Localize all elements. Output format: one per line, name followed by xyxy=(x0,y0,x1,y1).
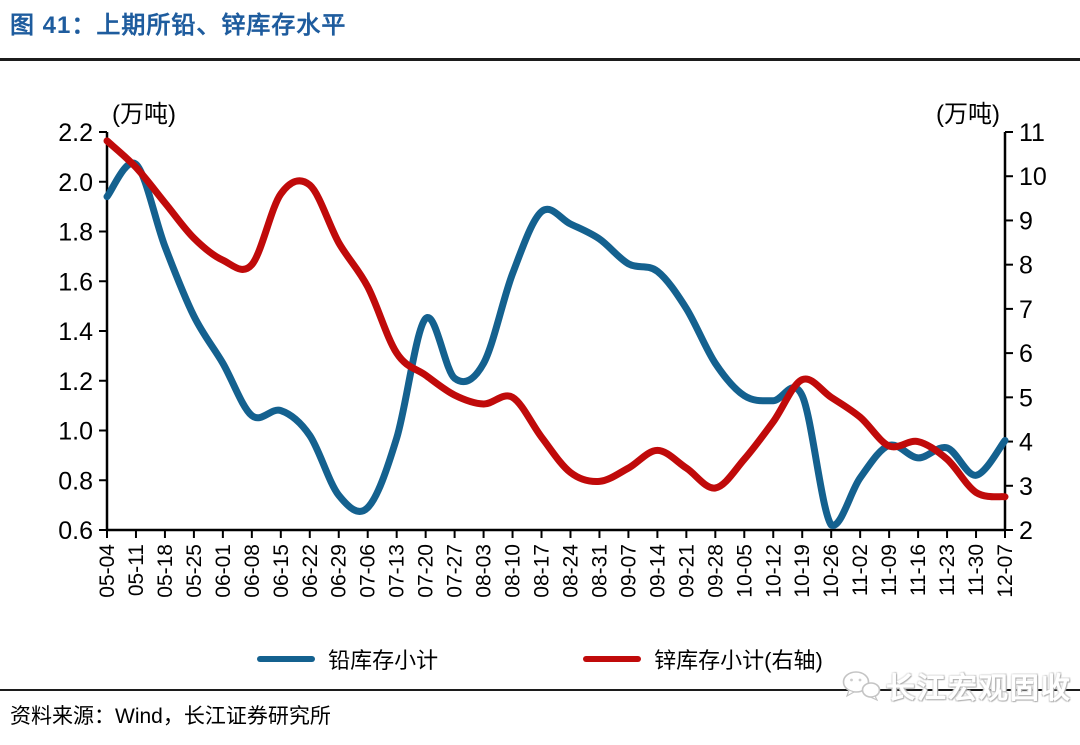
footer-divider xyxy=(0,689,1080,691)
x-axis-tick-label: 11-23 xyxy=(936,544,959,596)
lead-series-swatch xyxy=(257,656,316,662)
x-axis-tick-label: 06-22 xyxy=(299,544,322,598)
x-axis-tick-label: 08-31 xyxy=(588,544,611,598)
y-axis-right-tick-label: 2 xyxy=(1019,517,1033,545)
x-axis-tick-label: 10-05 xyxy=(733,544,756,598)
x-axis-tick-label: 06-29 xyxy=(328,544,351,598)
y-axis-left-tick-label: 1.2 xyxy=(58,368,93,396)
x-axis-tick-label: 05-25 xyxy=(183,544,206,598)
chart-legend: 铅库存小计 锌库存小计(右轴) xyxy=(0,643,1080,675)
y-axis-left-tick-label: 2.0 xyxy=(58,169,93,197)
x-axis-tick-label: 09-14 xyxy=(646,544,669,598)
x-axis-tick-label: 09-28 xyxy=(704,544,727,598)
x-axis-tick-label: 08-10 xyxy=(502,544,525,598)
right-axis-unit: (万吨) xyxy=(936,101,1000,128)
x-axis-tick-label: 07-27 xyxy=(444,544,467,598)
y-axis-right-tick-label: 7 xyxy=(1019,296,1033,324)
x-axis-tick-label: 12-07 xyxy=(994,544,1017,598)
zinc-series-label: 锌库存小计(右轴) xyxy=(654,648,823,673)
y-axis-right-tick-label: 3 xyxy=(1019,473,1033,501)
legend-item-lead: 铅库存小计 xyxy=(257,643,438,675)
y-axis-right-tick-label: 9 xyxy=(1019,207,1033,235)
y-axis-left-tick-label: 2.2 xyxy=(58,119,93,147)
y-axis-right-tick-label: 10 xyxy=(1019,163,1047,191)
x-axis-tick-label: 11-09 xyxy=(878,544,901,596)
lead-series-label: 铅库存小计 xyxy=(328,648,439,673)
x-axis-tick-label: 09-07 xyxy=(617,544,640,598)
y-axis-left-tick-label: 1.6 xyxy=(58,268,93,296)
x-axis-tick-label: 07-20 xyxy=(415,544,438,598)
x-axis-tick-label: 08-24 xyxy=(559,544,582,598)
wechat-icon xyxy=(842,671,881,702)
x-axis-tick-label: 11-02 xyxy=(849,544,872,596)
x-axis-tick-label: 05-04 xyxy=(96,544,119,598)
y-axis-left-tick-label: 0.6 xyxy=(58,517,93,545)
y-axis-left-tick-label: 1.8 xyxy=(58,219,93,247)
x-axis-tick-label: 10-26 xyxy=(820,544,843,598)
x-axis-tick-label: 05-11 xyxy=(125,544,148,596)
y-axis-left-tick-label: 1.4 xyxy=(58,318,93,346)
x-axis-tick-label: 07-13 xyxy=(386,544,409,598)
x-axis-tick-label: 08-03 xyxy=(473,544,496,598)
series-line-zinc xyxy=(103,137,1009,501)
x-axis-tick-label: 05-18 xyxy=(154,544,177,598)
y-axis-right-tick-label: 4 xyxy=(1019,429,1033,457)
x-axis-tick-label: 08-17 xyxy=(531,544,554,598)
legend-item-zinc: 锌库存小计(右轴) xyxy=(583,643,823,675)
inventory-line-chart: 2.2 2.0 1.8 1.6 1.4 1.2 1.0 0.8 0.6 11 10 9 8 7 6 5 4 3 2 0… xyxy=(58,101,1047,598)
x-axis-tick-label: 11-30 xyxy=(965,544,988,596)
series-line-lead xyxy=(103,159,1009,529)
x-axis-tick-label: 09-21 xyxy=(675,544,698,598)
chart-title: 图 41：上期所铅、锌库存水平 xyxy=(10,12,347,39)
x-axis-tick-label: 11-16 xyxy=(907,544,930,596)
x-axis-tick-label: 10-12 xyxy=(762,544,785,598)
x-axis-tick-label: 07-06 xyxy=(357,544,380,598)
data-source-text: 资料来源：Wind，长江证券研究所 xyxy=(10,705,331,728)
y-axis-left-tick-label: 1.0 xyxy=(58,418,93,446)
y-axis-right-tick-label: 8 xyxy=(1019,252,1033,280)
y-axis-right-tick-label: 5 xyxy=(1019,384,1033,412)
zinc-series-swatch xyxy=(583,656,642,662)
y-axis-left-tick-label: 0.8 xyxy=(58,467,93,495)
x-axis-tick-label: 06-01 xyxy=(212,544,235,598)
x-axis-tick-label: 06-15 xyxy=(270,544,293,598)
title-divider xyxy=(0,58,1080,61)
left-axis-unit: (万吨) xyxy=(112,101,176,128)
y-axis-right-tick-label: 11 xyxy=(1019,119,1045,147)
y-axis-right-tick-label: 6 xyxy=(1019,340,1033,368)
x-axis-tick-label: 10-19 xyxy=(791,544,814,598)
x-axis-tick-label: 06-08 xyxy=(241,544,264,598)
watermark: 长江宏观固收 xyxy=(841,665,1072,707)
watermark-text: 长江宏观固收 xyxy=(885,673,1072,705)
